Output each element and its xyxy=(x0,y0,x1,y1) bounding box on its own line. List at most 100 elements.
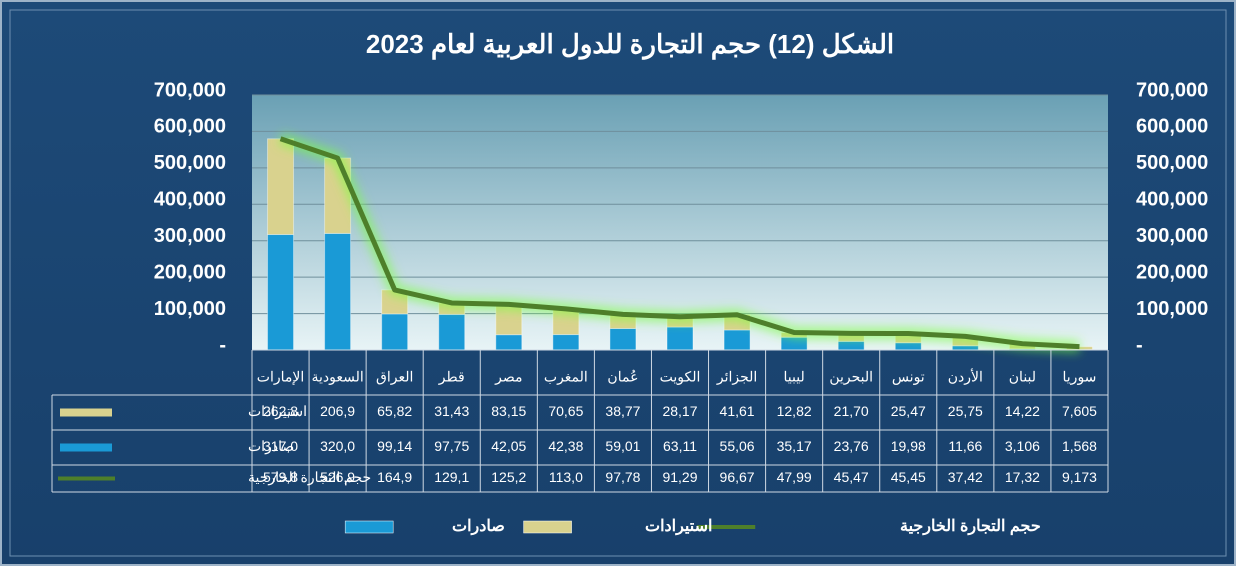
legend-key xyxy=(60,443,112,452)
bar xyxy=(267,234,295,351)
legend-key xyxy=(523,520,572,534)
table-cell: 35,17 xyxy=(777,438,812,454)
table-cell: 125,2 xyxy=(491,469,526,485)
bar xyxy=(894,342,922,351)
y-tick-label: 200,000 xyxy=(154,261,226,283)
y-tick-label: - xyxy=(219,334,226,356)
x-tick-label: الجزائر xyxy=(716,369,757,386)
table-cell: 7,605 xyxy=(1062,403,1097,419)
table-cell: 91,29 xyxy=(662,469,697,485)
bar xyxy=(552,334,580,351)
bar xyxy=(495,334,523,351)
table-cell: 1,568 xyxy=(1062,438,1097,454)
table-row-label: حجم التجارة الخارجية xyxy=(248,469,371,486)
table-cell: 45,45 xyxy=(891,469,926,485)
table-cell: 59,01 xyxy=(605,438,640,454)
bar xyxy=(438,313,466,351)
table-cell: 96,67 xyxy=(720,469,755,485)
table-cell: 23,76 xyxy=(834,438,869,454)
y2-tick-label: - xyxy=(1136,334,1143,356)
chart-title: الشكل (12) حجم التجارة للدول العربية لعا… xyxy=(366,29,894,60)
table-cell: 28,17 xyxy=(662,403,697,419)
bar xyxy=(609,328,637,351)
table-cell: 45,47 xyxy=(834,469,869,485)
table-cell: 37,42 xyxy=(948,469,983,485)
y2-tick-label: 700,000 xyxy=(1136,79,1208,101)
bar xyxy=(324,232,352,351)
y2-tick-label: 200,000 xyxy=(1136,261,1208,283)
bar xyxy=(780,336,808,351)
table-cell: 97,78 xyxy=(605,469,640,485)
bar xyxy=(381,313,409,351)
y-tick-label: 100,000 xyxy=(154,298,226,320)
bar xyxy=(951,345,979,351)
table-cell: 65,82 xyxy=(377,403,412,419)
table-cell: 9,173 xyxy=(1062,469,1097,485)
y2-tick-label: 300,000 xyxy=(1136,225,1208,247)
bar xyxy=(267,138,295,236)
table-cell: 129,1 xyxy=(434,469,469,485)
bar xyxy=(723,329,751,351)
x-tick-label: عُمان xyxy=(607,369,638,385)
x-tick-label: البحرين xyxy=(829,369,873,386)
legend-label: حجم التجارة الخارجية xyxy=(900,518,1041,536)
x-tick-label: الأردن xyxy=(948,368,983,386)
table-cell: 47,99 xyxy=(777,469,812,485)
table-cell: 70,65 xyxy=(548,403,583,419)
y-tick-label: 400,000 xyxy=(154,189,226,211)
legend-label: استيرادات xyxy=(645,518,712,536)
y-tick-label: 300,000 xyxy=(154,225,226,247)
y2-tick-label: 500,000 xyxy=(1136,152,1208,174)
x-tick-label: ليبيا xyxy=(784,369,805,385)
table-cell: 14,22 xyxy=(1005,403,1040,419)
table-row-label: صادرات xyxy=(248,438,294,455)
table-cell: 97,75 xyxy=(434,438,469,454)
x-tick-label: العراق xyxy=(376,369,413,386)
table-cell: 113,0 xyxy=(549,469,583,485)
x-tick-label: لبنان xyxy=(1009,369,1036,385)
table-cell: 320,0 xyxy=(320,438,355,454)
table-cell: 41,61 xyxy=(720,403,755,419)
table-cell: 42,05 xyxy=(491,438,526,454)
table-cell: 25,75 xyxy=(948,403,983,419)
table-row-label: استيرادات xyxy=(248,403,307,420)
frame xyxy=(9,9,1227,557)
table-cell: 206,9 xyxy=(320,403,355,419)
y-tick-label: 600,000 xyxy=(154,116,226,138)
table-cell: 17,32 xyxy=(1005,469,1040,485)
x-tick-label: السعودية xyxy=(311,369,363,386)
table-cell: 19,98 xyxy=(891,438,926,454)
y-tick-label: 500,000 xyxy=(154,152,226,174)
table-cell: 55,06 xyxy=(720,438,755,454)
legend-key xyxy=(344,520,394,534)
legend-key xyxy=(60,408,112,417)
x-tick-label: المغرب xyxy=(544,369,588,386)
x-tick-label: الإمارات xyxy=(257,369,304,386)
legend-label: صادرات xyxy=(452,518,505,536)
table-cell: 317,0 xyxy=(263,438,298,454)
y2-tick-label: 400,000 xyxy=(1136,189,1208,211)
table-cell: 164,9 xyxy=(377,469,412,485)
y2-tick-label: 600,000 xyxy=(1136,116,1208,138)
table-cell: 25,47 xyxy=(891,403,926,419)
table-cell: 526,9 xyxy=(320,469,355,485)
table-cell: 11,66 xyxy=(948,438,982,454)
x-tick-label: سوريا xyxy=(1063,369,1097,386)
table-cell: 31,43 xyxy=(434,403,469,419)
table-cell: 63,11 xyxy=(663,438,697,454)
y2-tick-label: 100,000 xyxy=(1136,298,1208,320)
table-cell: 262,8 xyxy=(263,403,298,419)
table-cell: 99,14 xyxy=(377,438,412,454)
x-tick-label: قطر xyxy=(438,369,465,386)
table-cell: 21,70 xyxy=(834,403,869,419)
table-cell: 12,82 xyxy=(777,403,812,419)
table-cell: 83,15 xyxy=(491,403,526,419)
y-tick-label: 700,000 xyxy=(154,79,226,101)
line xyxy=(279,136,1080,350)
bar xyxy=(837,340,865,351)
table-cell: 38,77 xyxy=(605,403,640,419)
table-cell: 42,38 xyxy=(548,438,583,454)
bar xyxy=(666,326,694,351)
table-cell: 3,106 xyxy=(1005,438,1040,454)
